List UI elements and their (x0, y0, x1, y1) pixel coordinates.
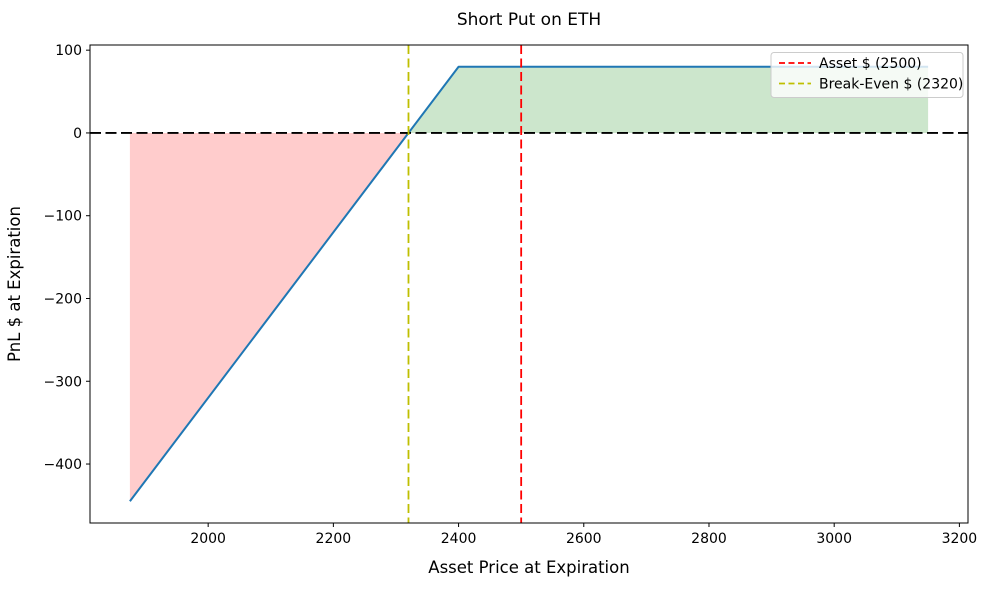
legend-label: Break-Even $ (2320) (819, 77, 963, 93)
y-axis-label: PnL $ at Expiration (5, 206, 24, 362)
y-tick-label: 100 (55, 43, 82, 59)
x-tick-label: 2800 (691, 531, 727, 547)
y-tick-label: −400 (44, 457, 82, 473)
y-tick-label: −100 (44, 209, 82, 225)
legend: Asset $ (2500) Break-Even $ (2320) (770, 52, 964, 98)
x-tick-label: 2600 (566, 531, 602, 547)
legend-label: Asset $ (2500) (819, 56, 922, 72)
y-tick-label: 0 (73, 126, 82, 142)
y-tick-label: −300 (44, 374, 82, 390)
legend-box (770, 52, 964, 98)
x-tick-label: 2000 (190, 531, 226, 547)
chart-title: Short Put on ETH (457, 10, 601, 30)
x-tick-label: 3000 (816, 531, 852, 547)
x-tick-label: 2400 (441, 531, 477, 547)
y-tick-label: −200 (44, 291, 82, 307)
plot-area: 2000 2200 2400 2600 2800 3000 3200 100 0 −100 −200… (44, 43, 978, 547)
x-tick-label: 3200 (942, 531, 978, 547)
x-tick-label: 2200 (316, 531, 352, 547)
plot-border (89, 44, 969, 524)
x-axis-label: Asset Price at Expiration (428, 558, 629, 577)
